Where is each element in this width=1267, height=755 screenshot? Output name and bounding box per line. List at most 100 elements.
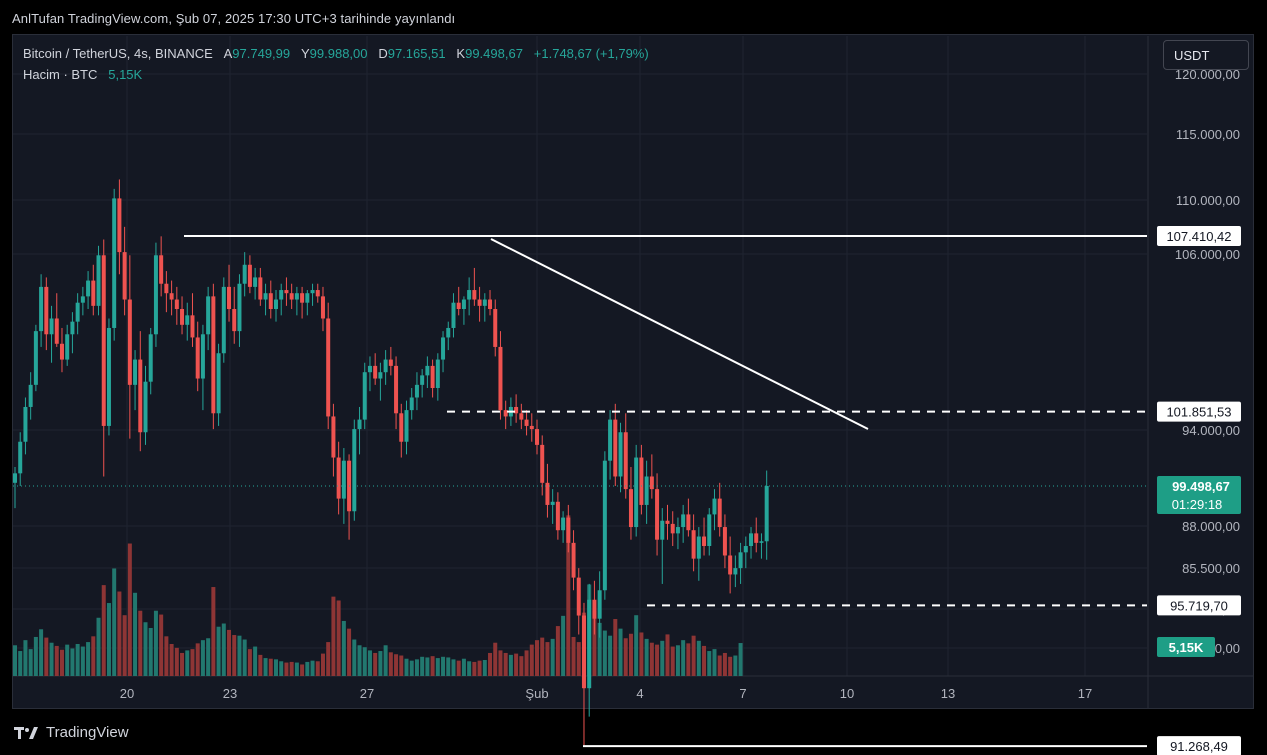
volume-legend: Hacim · BTC 5,15K [23, 67, 142, 82]
volume-bar [461, 658, 466, 676]
volume-bar [691, 635, 696, 676]
candle-body [80, 296, 85, 303]
price-label-box [1157, 595, 1241, 616]
candle [660, 508, 665, 584]
candle-body [597, 590, 602, 619]
x-tick-label: 4 [636, 686, 643, 701]
candle [336, 441, 341, 515]
volume-bar [18, 651, 23, 676]
candle [587, 583, 592, 717]
volume-bar [634, 615, 639, 676]
y-tick-label: 115.000,00 [1176, 127, 1240, 142]
candle-body [472, 290, 477, 300]
candle [566, 504, 571, 553]
candle-body [430, 365, 435, 389]
candle [80, 286, 85, 316]
candle-body [707, 514, 712, 547]
candle-body [305, 293, 310, 303]
candle [289, 283, 294, 310]
candle [561, 511, 566, 543]
candle-body [749, 533, 754, 547]
candle [180, 296, 185, 335]
volume-bar [138, 610, 143, 676]
candle [597, 571, 602, 638]
volume-bar [540, 637, 545, 676]
y-tick-label: 106.000,00 [1175, 247, 1240, 262]
price-label: 101.851,53 [1166, 405, 1231, 420]
candle-body [488, 299, 493, 310]
currency-button[interactable]: USDT [1163, 40, 1249, 70]
volume-bar [341, 620, 346, 676]
candle-body [587, 599, 592, 689]
candle [394, 356, 399, 430]
candle-body [712, 498, 717, 515]
candle-body [743, 546, 748, 553]
candle [540, 435, 545, 496]
candle [430, 359, 435, 398]
candle [712, 489, 717, 531]
volume-bar [216, 626, 221, 676]
candle [545, 463, 550, 518]
candle-body [571, 542, 576, 578]
candle-body [362, 372, 367, 420]
volume-bar [279, 661, 284, 676]
volume-bar [441, 656, 446, 676]
candle [519, 403, 524, 430]
candle [315, 283, 320, 303]
volume-bar [117, 591, 122, 676]
candle-body [148, 334, 153, 382]
candle [425, 356, 430, 389]
volume-bar [519, 656, 524, 676]
volume-bar [326, 642, 331, 676]
candle-body [425, 365, 430, 376]
volume-bar [472, 661, 477, 676]
volume-bar [435, 658, 440, 676]
candle-body [550, 501, 555, 505]
volume-bar [409, 660, 414, 676]
candle-body [352, 429, 357, 512]
candle [253, 267, 258, 300]
volume-bar [456, 660, 461, 676]
volume-bar [305, 661, 310, 676]
candle-body [576, 577, 581, 616]
volume-bar [702, 645, 707, 676]
candle-body [18, 441, 23, 474]
volume-last-label: 5,15K [1169, 640, 1204, 655]
volume-bar [101, 585, 106, 676]
open-label: A [223, 46, 233, 61]
price-label-box [1157, 736, 1241, 755]
high-label: Y [300, 46, 310, 61]
volume-bar [122, 615, 127, 676]
volume-label[interactable]: Hacim · BTC [23, 67, 98, 82]
candle [764, 470, 769, 560]
candle [310, 283, 315, 306]
volume-bar [49, 642, 54, 676]
candle-body [655, 489, 660, 540]
volume-bar [493, 642, 498, 676]
volume-bar [576, 642, 581, 676]
candle [608, 410, 613, 480]
candle [435, 353, 440, 401]
volume-bar [367, 650, 372, 676]
candle [227, 264, 232, 322]
volume-bar [320, 653, 325, 676]
candle [373, 353, 378, 385]
candle-body [70, 321, 75, 335]
footer-brand[interactable]: TradingView [14, 724, 129, 741]
volume-bar [352, 639, 357, 676]
candle [675, 517, 680, 550]
open-value: 97.749,99 [232, 46, 291, 61]
candle [754, 517, 759, 553]
candle-body [649, 476, 654, 490]
candle [655, 473, 660, 556]
volume-bar [347, 628, 352, 676]
candle [133, 350, 138, 411]
candle-body [566, 517, 571, 543]
symbol-label[interactable]: Bitcoin / TetherUS, 4s, BINANCE [23, 46, 213, 61]
candle-body [592, 599, 597, 619]
candle-body [138, 359, 143, 433]
candle [388, 346, 393, 376]
volume-bar [253, 646, 258, 676]
candle-body [284, 290, 289, 294]
